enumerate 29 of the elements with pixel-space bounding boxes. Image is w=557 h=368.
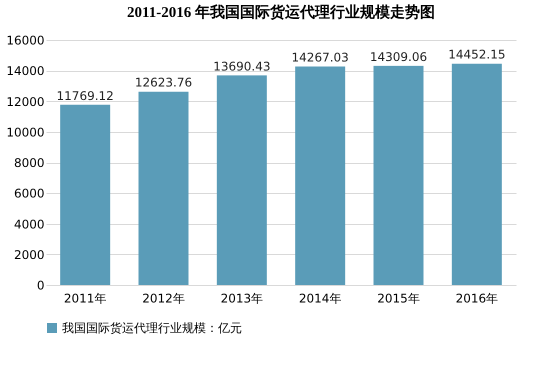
y-tick-label: 6000 [14, 186, 44, 201]
y-tick-label: 0 [36, 278, 44, 292]
x-tick-label: 2015年 [377, 292, 420, 306]
bar [60, 104, 110, 285]
x-tick-label: 2012年 [142, 292, 185, 306]
data-label: 12623.76 [134, 76, 192, 90]
chart-title: 2011-2016 年我国国际货运代理行业规模走势图 [127, 4, 435, 21]
bar [138, 92, 188, 285]
data-label: 13690.43 [213, 59, 270, 74]
x-tick-label: 2011年 [64, 292, 106, 306]
data-label: 14267.03 [292, 50, 349, 65]
y-tick-label: 14000 [6, 64, 44, 78]
x-tick-label: 2016年 [456, 292, 498, 306]
bar [295, 66, 346, 285]
bar [216, 75, 267, 285]
y-tick-label: 10000 [6, 125, 44, 140]
y-tick-label: 12000 [6, 94, 44, 109]
x-tick-label: 2013年 [220, 292, 264, 306]
y-tick-label: 8000 [14, 156, 44, 170]
data-label: 14452.15 [448, 48, 506, 62]
y-tick-label: 16000 [6, 34, 44, 48]
x-tick-label: 2014年 [298, 292, 342, 306]
bar [374, 66, 424, 285]
y-tick-label: 2000 [14, 248, 44, 262]
y-tick-label: 4000 [14, 217, 44, 232]
legend-label: 我国国际货运代理行业规模：亿元 [62, 321, 242, 335]
bar [452, 64, 502, 285]
data-label: 14309.06 [370, 50, 428, 64]
data-label: 11769.12 [56, 88, 114, 103]
